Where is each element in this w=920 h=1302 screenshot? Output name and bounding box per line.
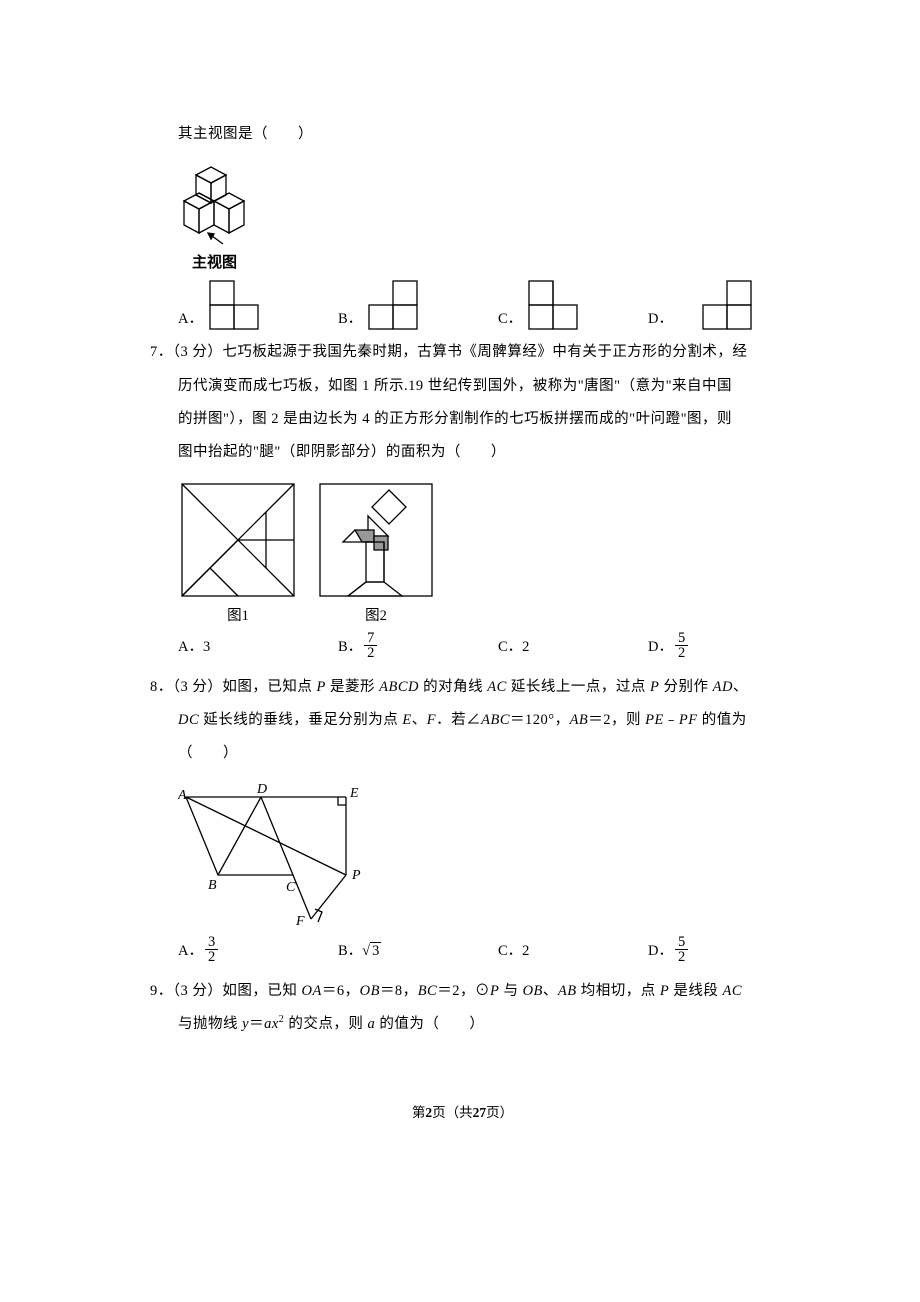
svg-text:P: P [351, 868, 361, 883]
q7-opt-d: D． 52 [648, 631, 688, 661]
q9-stem-1: 9．（3 分）如图，已知 OA＝6，OB＝8，BC＝2，⊙P 与 OB、AB 均… [150, 975, 775, 1008]
q8-figure: A D E B C P F [150, 779, 775, 929]
q6-opt-b-label: B． [338, 307, 362, 330]
q6-opt-a-label: A． [178, 307, 203, 330]
q7-opt-a: A．3 [178, 635, 338, 656]
svg-text:C: C [286, 880, 296, 895]
q8-opt-b: B．√3 [338, 939, 498, 960]
q6-options: A． B． C． D． [150, 280, 775, 330]
q7-figures [150, 480, 775, 600]
q7-stem-1: 7．（3 分）七巧板起源于我国先秦时期，古算书《周髀算经》中有关于正方形的分割术… [150, 336, 775, 369]
q8-opt-a: A． 32 [178, 935, 338, 965]
q7-opt-c: C．2 [498, 635, 648, 656]
q7-stem-2: 历代演变而成七巧板，如图 1 所示.19 世纪传到国外，被称为"唐图"（意为"来… [150, 370, 775, 403]
svg-text:F: F [295, 914, 305, 929]
q8-stem-3: （ ） [150, 737, 775, 770]
q7-fig2 [316, 480, 436, 600]
q7-stem-3: 的拼图"），图 2 是由边长为 4 的正方形分割制作的七巧板拼摆而成的"叶问蹬"… [150, 403, 775, 436]
q8-stem-1: 8．（3 分）如图，已知点 P 是菱形 ABCD 的对角线 AC 延长线上一点，… [150, 671, 775, 704]
page-footer: 第2页（共27页） [150, 1101, 775, 1141]
q6-cube-figure [150, 151, 775, 245]
svg-text:A: A [178, 788, 187, 803]
q8-stem-2: DC 延长线的垂线，垂足分别为点 E、F．若∠ABC＝120°，AB＝2，则 P… [150, 704, 775, 737]
q7-fig1 [178, 480, 298, 600]
q6-opt-d-label: D． [648, 307, 673, 330]
q9-stem-2: 与抛物线 y＝ax2 的交点，则 a 的值为（ ） [150, 1008, 775, 1041]
q6-opt-c-label: C． [498, 307, 522, 330]
q8-options: A． 32 B．√3 C．2 D． 52 [150, 935, 775, 965]
q6-caption: 主视图 [150, 251, 775, 272]
q6-stem: 其主视图是（ ） [150, 118, 775, 151]
svg-text:B: B [208, 878, 217, 893]
q7-opt-b: B． 72 [338, 631, 498, 661]
q7-options: A．3 B． 72 C．2 D． 52 [150, 631, 775, 661]
q7-stem-4: 图中抬起的"腿"（即阴影部分）的面积为（ ） [150, 436, 775, 469]
q8-opt-d: D． 52 [648, 935, 688, 965]
svg-text:E: E [349, 786, 359, 801]
q7-captions: 图1 图2 [150, 604, 775, 625]
q8-opt-c: C．2 [498, 939, 648, 960]
q7-fig2-cap: 图2 [316, 604, 436, 625]
q7-fig1-cap: 图1 [178, 604, 298, 625]
svg-text:D: D [256, 782, 267, 797]
